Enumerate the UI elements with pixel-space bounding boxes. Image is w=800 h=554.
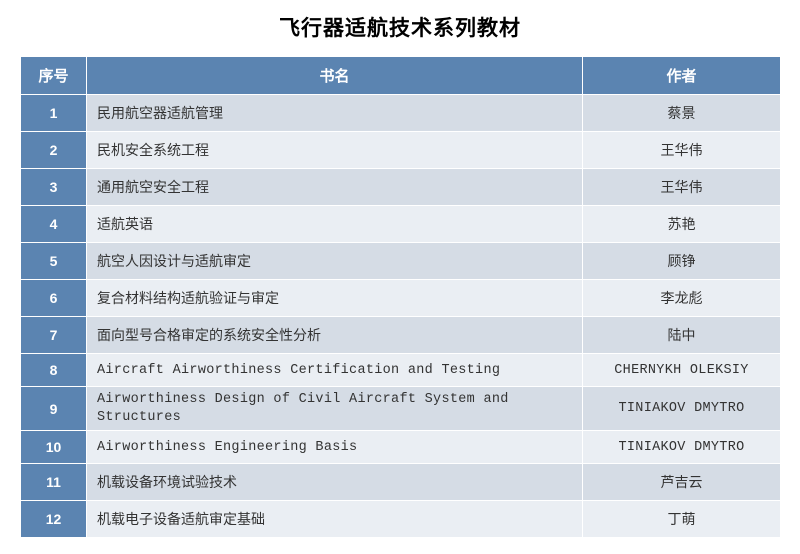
cell-author: 芦吉云 — [583, 464, 781, 501]
table-row: 9Airworthiness Design of Civil Aircraft … — [21, 387, 781, 431]
cell-author: CHERNYKH OLEKSIY — [583, 354, 781, 387]
cell-seq: 6 — [21, 280, 87, 317]
table-row: 7面向型号合格审定的系统安全性分析陆中 — [21, 317, 781, 354]
table-row: 3通用航空安全工程王华伟 — [21, 169, 781, 206]
cell-title: 通用航空安全工程 — [87, 169, 583, 206]
table-row: 6复合材料结构适航验证与审定李龙彪 — [21, 280, 781, 317]
cell-author: 蔡景 — [583, 95, 781, 132]
cell-title: 复合材料结构适航验证与审定 — [87, 280, 583, 317]
table-row: 11机载设备环境试验技术芦吉云 — [21, 464, 781, 501]
column-header-author: 作者 — [583, 57, 781, 95]
cell-seq: 9 — [21, 387, 87, 431]
cell-title: 民用航空器适航管理 — [87, 95, 583, 132]
cell-seq: 7 — [21, 317, 87, 354]
cell-title: 面向型号合格审定的系统安全性分析 — [87, 317, 583, 354]
cell-author: 王华伟 — [583, 132, 781, 169]
cell-author: 苏艳 — [583, 206, 781, 243]
table-row: 5航空人因设计与适航审定顾铮 — [21, 243, 781, 280]
table-row: 8Aircraft Airworthiness Certification an… — [21, 354, 781, 387]
cell-seq: 5 — [21, 243, 87, 280]
cell-author: TINIAKOV DMYTRO — [583, 431, 781, 464]
cell-title: 机载设备环境试验技术 — [87, 464, 583, 501]
cell-seq: 2 — [21, 132, 87, 169]
cell-title: Airworthiness Engineering Basis — [87, 431, 583, 464]
cell-title: 航空人因设计与适航审定 — [87, 243, 583, 280]
cell-seq: 4 — [21, 206, 87, 243]
table-body: 1民用航空器适航管理蔡景2民机安全系统工程王华伟3通用航空安全工程王华伟4适航英… — [21, 95, 781, 538]
cell-seq: 12 — [21, 501, 87, 538]
cell-seq: 10 — [21, 431, 87, 464]
table-row: 4适航英语苏艳 — [21, 206, 781, 243]
cell-title: 适航英语 — [87, 206, 583, 243]
textbook-table: 序号书名作者 1民用航空器适航管理蔡景2民机安全系统工程王华伟3通用航空安全工程… — [20, 56, 781, 538]
table-header: 序号书名作者 — [21, 57, 781, 95]
cell-title: 机载电子设备适航审定基础 — [87, 501, 583, 538]
cell-author: 王华伟 — [583, 169, 781, 206]
cell-seq: 8 — [21, 354, 87, 387]
cell-author: 李龙彪 — [583, 280, 781, 317]
table-row: 10Airworthiness Engineering BasisTINIAKO… — [21, 431, 781, 464]
cell-seq: 11 — [21, 464, 87, 501]
cell-title: Aircraft Airworthiness Certification and… — [87, 354, 583, 387]
cell-author: 陆中 — [583, 317, 781, 354]
column-header-title: 书名 — [87, 57, 583, 95]
table-row: 12机载电子设备适航审定基础丁萌 — [21, 501, 781, 538]
cell-author: 顾铮 — [583, 243, 781, 280]
page-title: 飞行器适航技术系列教材 — [20, 12, 780, 42]
cell-author: 丁萌 — [583, 501, 781, 538]
column-header-seq: 序号 — [21, 57, 87, 95]
cell-author: TINIAKOV DMYTRO — [583, 387, 781, 431]
cell-seq: 3 — [21, 169, 87, 206]
cell-seq: 1 — [21, 95, 87, 132]
table-row: 2民机安全系统工程王华伟 — [21, 132, 781, 169]
table-row: 1民用航空器适航管理蔡景 — [21, 95, 781, 132]
cell-title: Airworthiness Design of Civil Aircraft S… — [87, 387, 583, 431]
cell-title: 民机安全系统工程 — [87, 132, 583, 169]
